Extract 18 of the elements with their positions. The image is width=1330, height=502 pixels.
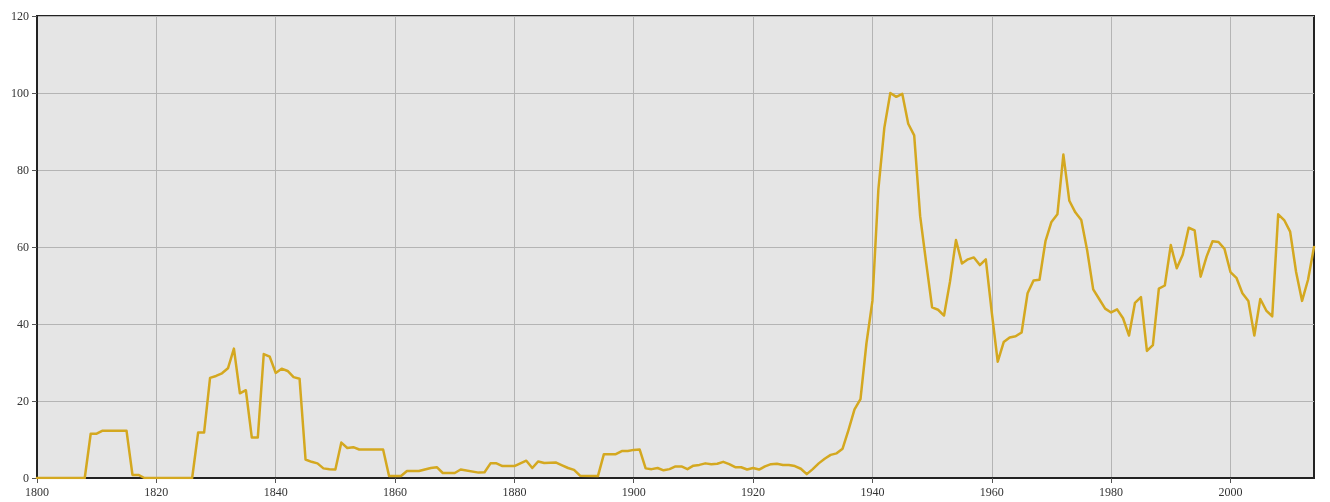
y-tick-label: 120: [11, 9, 29, 23]
x-tick-label: 1900: [621, 485, 646, 499]
y-tick-label: 80: [17, 163, 29, 177]
x-tick-label: 1820: [144, 485, 169, 499]
x-tick-label: 1940: [860, 485, 885, 499]
x-tick-label: 1880: [502, 485, 527, 499]
x-tick-label: 1960: [979, 485, 1004, 499]
y-tick-label: 0: [23, 471, 29, 485]
y-tick-label: 20: [17, 394, 29, 408]
x-tick-label: 1980: [1099, 485, 1124, 499]
y-tick-label: 40: [17, 317, 29, 331]
x-tick-label: 1800: [25, 485, 49, 499]
x-tick-label: 2000: [1218, 485, 1243, 499]
y-tick-label: 60: [17, 240, 29, 254]
y-tick-label: 100: [11, 86, 29, 100]
x-tick-label: 1860: [383, 485, 408, 499]
x-tick-label: 1840: [263, 485, 288, 499]
x-tick-label: 1920: [741, 485, 766, 499]
